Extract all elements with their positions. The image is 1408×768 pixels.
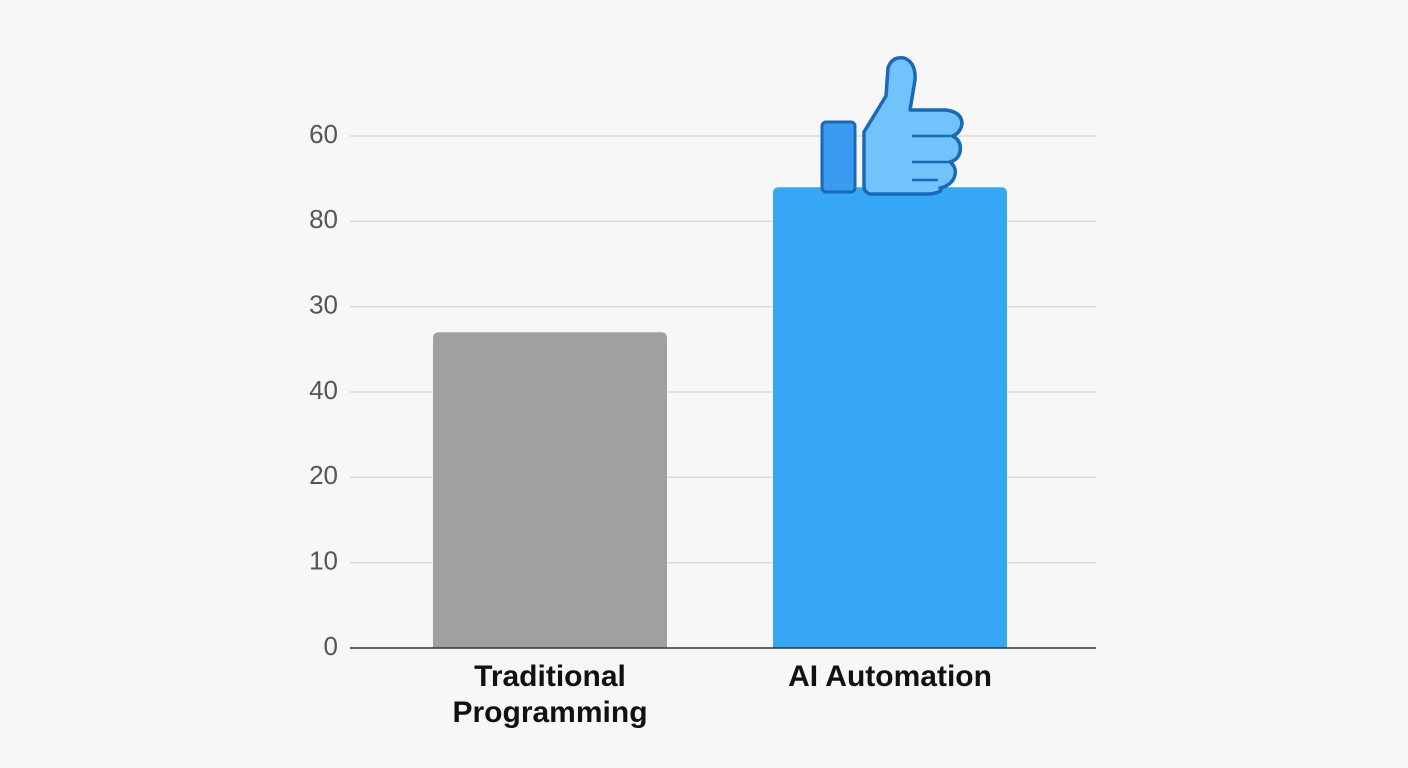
y-tick-label: 0	[324, 631, 338, 661]
y-tick-label: 30	[309, 290, 338, 320]
y-tick-label: 60	[309, 119, 338, 149]
x-tick-label: AI Automation	[788, 660, 992, 693]
x-tick-label: Traditional Programming	[452, 660, 648, 729]
y-tick-label: 40	[309, 375, 338, 405]
y-tick-label: 20	[309, 460, 338, 490]
y-tick-label: 10	[309, 546, 338, 576]
bar	[773, 187, 1007, 648]
thumbs-up-icon	[820, 55, 964, 196]
bar	[433, 332, 667, 648]
y-tick-label: 80	[309, 204, 338, 234]
